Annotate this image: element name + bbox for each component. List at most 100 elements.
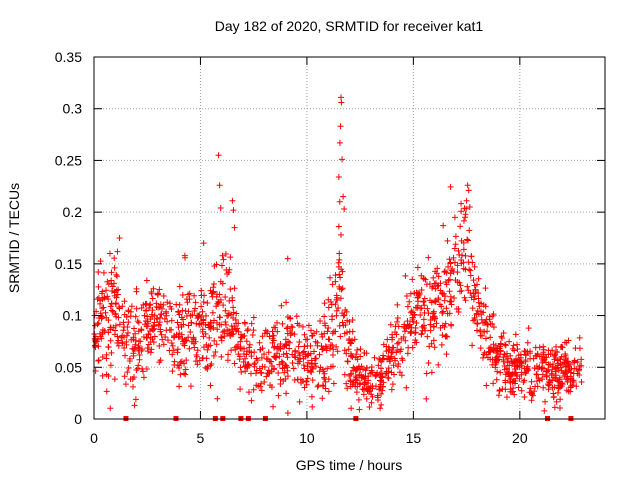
data-point bbox=[261, 378, 268, 385]
data-point bbox=[364, 388, 371, 395]
data-point bbox=[495, 392, 502, 399]
data-point bbox=[213, 261, 220, 268]
data-point bbox=[341, 206, 348, 213]
data-point bbox=[466, 203, 473, 210]
data-point bbox=[474, 320, 481, 327]
data-point bbox=[578, 356, 585, 363]
data-point bbox=[176, 330, 183, 337]
data-point bbox=[275, 369, 282, 376]
data-point bbox=[521, 377, 528, 384]
data-point bbox=[363, 385, 370, 392]
data-point bbox=[446, 310, 453, 317]
data-point bbox=[115, 337, 122, 344]
data-point bbox=[192, 358, 199, 365]
data-point bbox=[343, 380, 350, 387]
data-point bbox=[550, 361, 557, 368]
data-point bbox=[514, 357, 521, 364]
data-point bbox=[210, 281, 217, 288]
data-point bbox=[258, 354, 265, 361]
data-point bbox=[450, 254, 457, 261]
data-point bbox=[185, 334, 192, 341]
data-point bbox=[238, 331, 245, 338]
data-point bbox=[446, 288, 453, 295]
data-point bbox=[322, 378, 329, 385]
data-point bbox=[259, 333, 266, 340]
data-point bbox=[552, 348, 559, 355]
data-point bbox=[356, 406, 363, 413]
data-point bbox=[266, 333, 273, 340]
data-point bbox=[180, 316, 187, 323]
data-point bbox=[456, 288, 463, 295]
data-point bbox=[468, 294, 475, 301]
data-point bbox=[114, 273, 121, 280]
data-point bbox=[194, 347, 201, 354]
data-point bbox=[518, 371, 525, 378]
data-point bbox=[271, 354, 278, 361]
data-point bbox=[423, 281, 430, 288]
data-point bbox=[304, 359, 311, 366]
data-point bbox=[176, 283, 183, 290]
data-point bbox=[469, 342, 476, 349]
data-point bbox=[216, 291, 223, 298]
data-point bbox=[510, 342, 517, 349]
data-point bbox=[263, 373, 270, 380]
data-point bbox=[108, 269, 115, 276]
data-point bbox=[349, 328, 356, 335]
data-point bbox=[499, 334, 506, 341]
data-point bbox=[494, 344, 501, 351]
data-point bbox=[512, 369, 519, 376]
data-point bbox=[184, 299, 191, 306]
data-point bbox=[378, 365, 385, 372]
data-point bbox=[486, 349, 493, 356]
data-point bbox=[191, 292, 198, 299]
data-point bbox=[315, 382, 322, 389]
data-point bbox=[372, 373, 379, 380]
data-point bbox=[103, 355, 110, 362]
data-point bbox=[539, 356, 546, 362]
data-point bbox=[540, 346, 547, 353]
data-point bbox=[340, 312, 347, 319]
y-tick-label: 0.3 bbox=[63, 101, 83, 117]
data-point bbox=[433, 320, 440, 327]
data-point bbox=[435, 273, 442, 280]
data-point bbox=[352, 367, 359, 374]
data-point bbox=[380, 341, 387, 348]
data-point bbox=[319, 346, 326, 353]
data-point bbox=[368, 399, 375, 406]
data-point bbox=[189, 311, 196, 318]
data-point bbox=[321, 300, 328, 307]
data-point bbox=[127, 376, 134, 383]
data-point bbox=[451, 214, 458, 221]
data-point bbox=[319, 333, 326, 340]
data-point bbox=[283, 341, 290, 348]
data-point bbox=[556, 404, 563, 411]
data-point bbox=[566, 366, 573, 373]
data-point bbox=[348, 405, 355, 412]
data-point bbox=[192, 305, 199, 312]
data-point bbox=[279, 320, 286, 327]
data-point bbox=[332, 272, 339, 279]
data-point bbox=[413, 304, 420, 311]
data-point bbox=[444, 333, 451, 340]
data-point bbox=[401, 321, 408, 328]
data-point bbox=[231, 285, 238, 292]
data-point bbox=[259, 363, 266, 370]
data-point bbox=[240, 350, 247, 357]
data-point bbox=[329, 363, 336, 370]
data-point bbox=[114, 291, 121, 298]
data-point bbox=[173, 301, 180, 308]
data-point bbox=[182, 366, 189, 373]
data-point bbox=[545, 382, 552, 389]
data-point bbox=[174, 362, 181, 369]
data-point bbox=[511, 391, 518, 398]
data-point bbox=[248, 370, 255, 377]
data-point bbox=[347, 371, 354, 378]
data-point bbox=[284, 367, 291, 374]
y-tick-label: 0 bbox=[74, 411, 82, 427]
data-point bbox=[202, 312, 209, 319]
data-point bbox=[321, 330, 328, 337]
data-point bbox=[284, 330, 291, 337]
data-point bbox=[490, 380, 497, 387]
data-point bbox=[407, 309, 414, 316]
data-point bbox=[219, 252, 226, 259]
